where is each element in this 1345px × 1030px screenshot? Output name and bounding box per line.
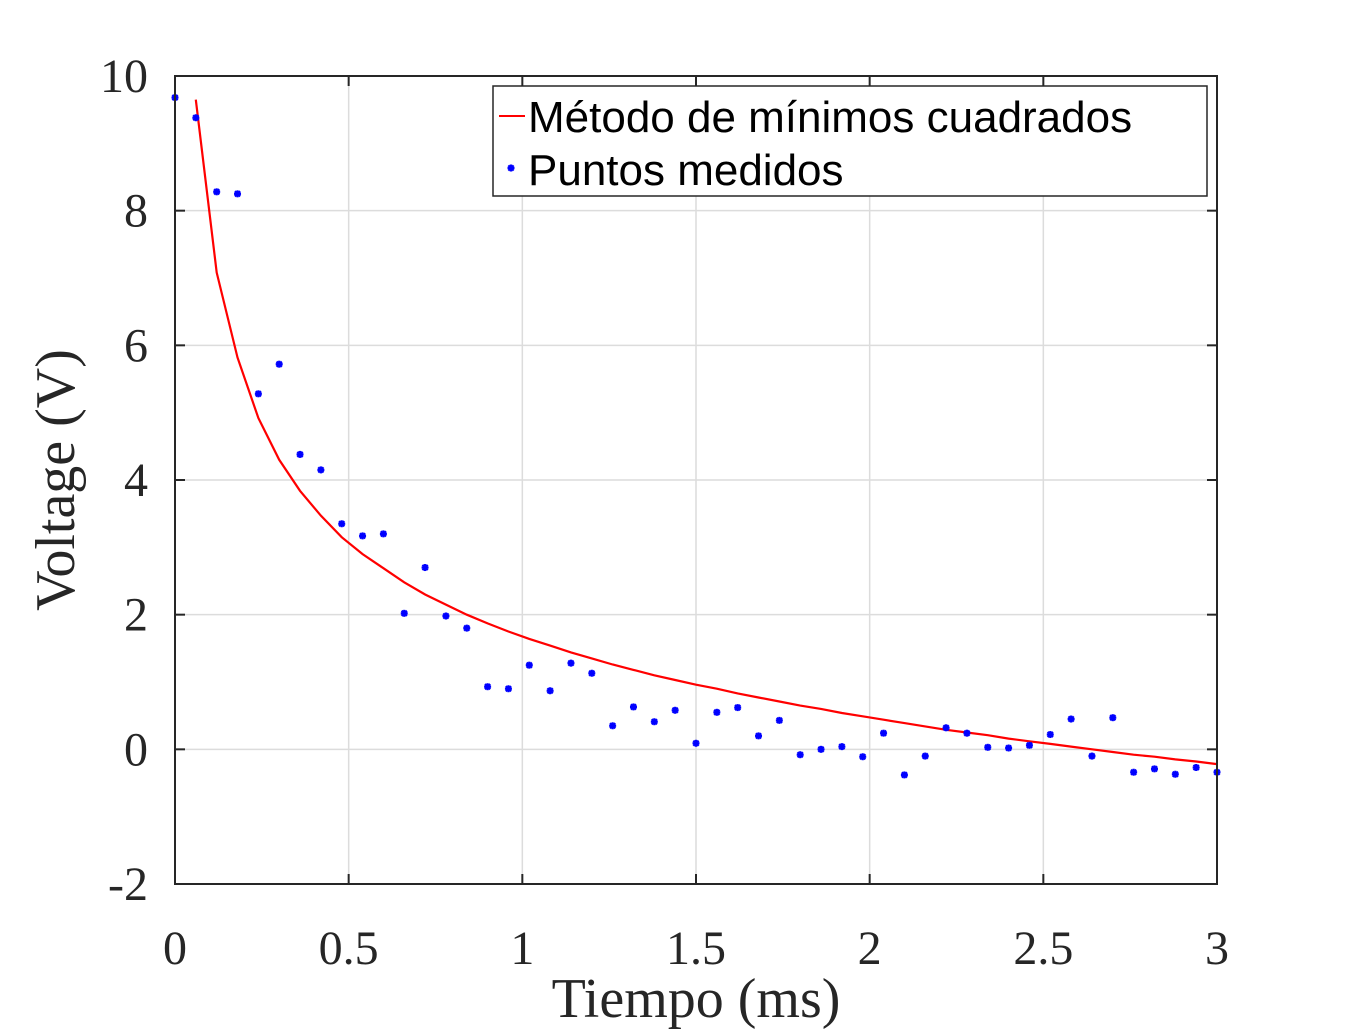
data-point (775, 716, 783, 724)
x-tick-label: 1.5 (666, 922, 726, 975)
legend: Método de mínimos cuadrados Puntos medid… (492, 85, 1208, 197)
data-point (713, 708, 721, 716)
data-point (1192, 764, 1200, 772)
data-point (525, 661, 533, 669)
grid (175, 76, 1217, 884)
data-point (296, 450, 304, 458)
y-tick-label: 2 (124, 589, 148, 642)
legend-fit-label: Método de mínimos cuadrados (528, 93, 1132, 142)
x-tick-label: 1 (510, 922, 534, 975)
x-tick-label: 0.5 (319, 922, 379, 975)
data-point (254, 390, 262, 398)
data-point (734, 704, 742, 712)
y-tick-label: -2 (108, 858, 148, 911)
axes (174, 75, 1218, 885)
data-point (338, 520, 346, 528)
y-tick-label: 10 (100, 50, 148, 103)
x-axis-title: Tiempo (ms) (552, 968, 841, 1030)
data-point (1130, 768, 1138, 776)
data-point (317, 466, 325, 474)
data-point (900, 771, 908, 779)
legend-points-label: Puntos medidos (528, 146, 844, 195)
data-point (650, 718, 658, 726)
data-point (275, 360, 283, 368)
fit-line (194, 99, 1218, 766)
data-point (234, 190, 242, 198)
x-tick-label: 2 (858, 922, 882, 975)
data-point (463, 624, 471, 632)
tick-labels: 0 0.5 1 1.5 2 2.5 3 -2 0 2 4 6 8 10 (100, 50, 1229, 975)
data-point (588, 669, 596, 677)
data-point (359, 532, 367, 540)
data-point (400, 609, 408, 617)
legend-points-swatch (507, 164, 515, 172)
y-tick-label: 4 (124, 454, 148, 507)
legend-box (492, 85, 1208, 197)
data-point (567, 659, 575, 667)
data-point (796, 751, 804, 759)
data-point (1067, 715, 1075, 723)
y-axis-title: Voltage (V) (25, 349, 87, 611)
x-tick-label: 2.5 (1013, 922, 1073, 975)
data-point (1046, 731, 1054, 739)
data-point (817, 745, 825, 753)
data-point (1088, 752, 1096, 760)
data-point (421, 564, 429, 572)
x-tick-label: 3 (1205, 922, 1229, 975)
data-point (942, 724, 950, 732)
data-point (629, 703, 637, 711)
data-point (546, 687, 554, 695)
data-point (1150, 765, 1158, 773)
fit-line-series (194, 99, 1218, 766)
data-point (1109, 714, 1117, 722)
x-tick-label: 0 (163, 922, 187, 975)
y-tick-label: 0 (124, 723, 148, 776)
data-point (692, 739, 700, 747)
data-point (838, 743, 846, 751)
data-point (859, 753, 867, 761)
data-point (609, 722, 617, 730)
data-point (1025, 741, 1033, 749)
data-point (442, 612, 450, 620)
data-point (484, 683, 492, 691)
data-point (963, 729, 971, 737)
data-point (379, 530, 387, 538)
data-point (671, 706, 679, 714)
data-point (984, 743, 992, 751)
data-point (880, 729, 888, 737)
data-point (1171, 770, 1179, 778)
data-point (921, 752, 929, 760)
y-tick-label: 6 (124, 319, 148, 372)
data-point (755, 732, 763, 740)
data-point (1005, 744, 1013, 752)
legend-point-marker (507, 164, 515, 172)
data-point (192, 114, 200, 122)
data-point (504, 685, 512, 693)
y-tick-label: 8 (124, 185, 148, 238)
data-point (213, 188, 221, 196)
